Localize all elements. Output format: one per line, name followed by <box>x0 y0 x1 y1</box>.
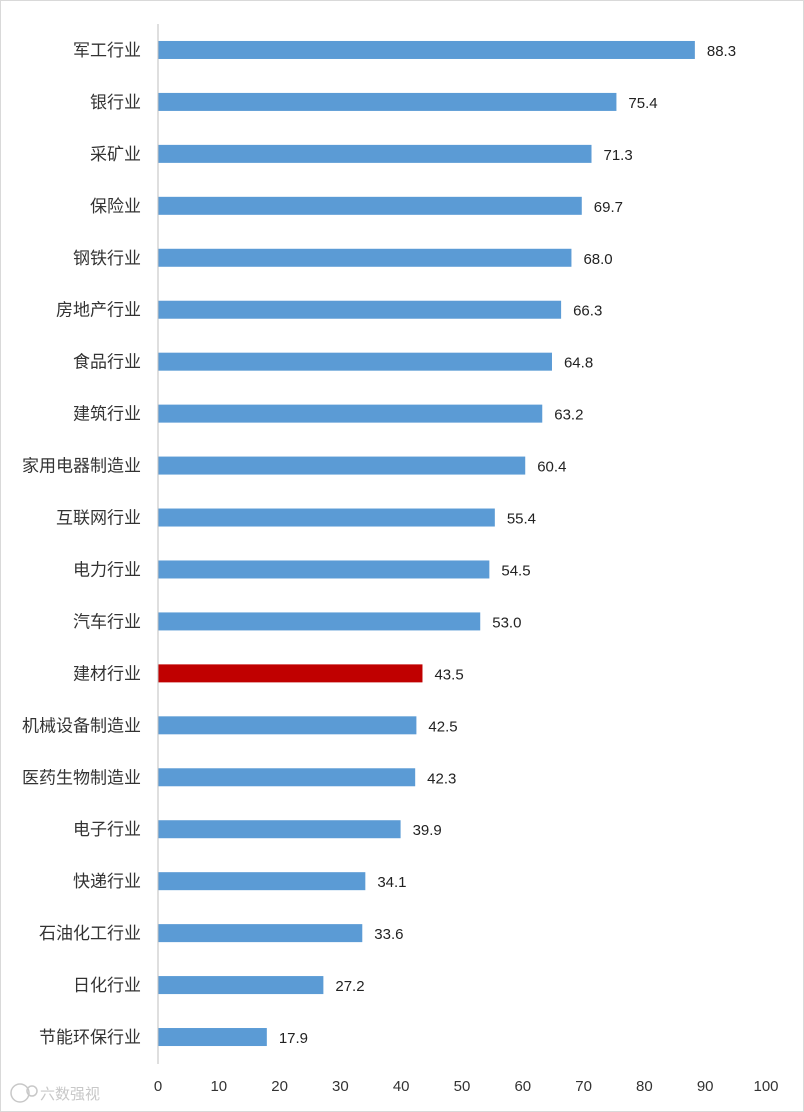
bar <box>158 820 401 839</box>
bar <box>158 508 495 527</box>
bar <box>158 196 582 215</box>
value-label: 42.3 <box>427 770 456 787</box>
value-label: 53.0 <box>492 614 521 631</box>
bar <box>158 248 572 267</box>
value-label: 88.3 <box>707 43 736 60</box>
value-label: 34.1 <box>377 874 406 891</box>
x-tick-label: 90 <box>697 1078 714 1095</box>
category-labels: 军工行业银行业采矿业保险业钢铁行业房地产行业食品行业建筑行业家用电器制造业互联网… <box>22 41 141 1048</box>
bar <box>158 404 543 423</box>
category-label: 快递行业 <box>73 872 141 892</box>
category-label: 保险业 <box>90 197 141 217</box>
bar <box>158 456 526 475</box>
logo-icon <box>10 1083 38 1103</box>
category-label: 医药生物制造业 <box>22 768 141 788</box>
category-label: 家用电器制造业 <box>22 457 141 477</box>
x-tick-label: 30 <box>332 1078 349 1095</box>
value-label: 39.9 <box>413 822 442 839</box>
bar <box>158 924 363 943</box>
category-label: 节能环保行业 <box>39 1028 141 1048</box>
value-label: 55.4 <box>507 511 536 528</box>
value-label: 71.3 <box>604 147 633 164</box>
value-label: 63.2 <box>554 407 583 424</box>
value-label: 60.4 <box>537 459 566 476</box>
category-label: 电子行业 <box>73 820 141 840</box>
value-label: 42.5 <box>428 718 457 735</box>
category-label: 汽车行业 <box>73 612 141 632</box>
value-label: 64.8 <box>564 355 593 372</box>
x-tick-label: 80 <box>636 1078 653 1095</box>
category-label: 采矿业 <box>90 145 141 165</box>
bar <box>158 352 552 371</box>
x-tick-label: 70 <box>575 1078 592 1095</box>
category-label: 建材行业 <box>73 664 141 684</box>
bar <box>158 976 324 995</box>
value-label: 27.2 <box>335 978 364 995</box>
x-tick-label: 100 <box>753 1078 778 1095</box>
bar <box>158 716 417 735</box>
value-label: 66.3 <box>573 303 602 320</box>
bar <box>158 560 490 579</box>
bar <box>158 664 423 683</box>
category-label: 建筑行业 <box>73 405 141 425</box>
x-tick-label: 50 <box>454 1078 471 1095</box>
bars-group <box>158 40 695 1047</box>
category-label: 军工行业 <box>73 41 141 61</box>
category-label: 食品行业 <box>73 353 141 373</box>
x-tick-label: 40 <box>393 1078 410 1095</box>
bar <box>158 612 481 631</box>
value-label: 43.5 <box>434 666 463 683</box>
value-labels: 88.3 75.4 71.3 69.7 68.0 66.3 64.8 63.2 60.4 55.4… <box>279 43 736 1047</box>
category-label: 房地产行业 <box>56 301 141 321</box>
bar <box>158 40 695 59</box>
category-label: 钢铁行业 <box>73 249 141 269</box>
value-label: 33.6 <box>374 926 403 943</box>
category-label: 银行业 <box>90 93 141 113</box>
category-label: 日化行业 <box>73 976 141 996</box>
category-label: 机械设备制造业 <box>22 716 141 736</box>
category-label: 互联网行业 <box>56 509 141 529</box>
value-label: 54.5 <box>501 562 530 579</box>
bar <box>158 92 617 111</box>
bar <box>158 300 562 319</box>
x-tick-label: 0 <box>154 1078 162 1095</box>
x-tick-label: 10 <box>210 1078 227 1095</box>
x-tick-label: 20 <box>271 1078 288 1095</box>
bar <box>158 1028 267 1047</box>
watermark: 六数强视 <box>10 1083 100 1103</box>
x-axis-ticks: 0 10 20 30 40 50 60 70 80 90 100 <box>154 1078 779 1095</box>
bar <box>158 768 416 787</box>
bar <box>158 872 366 891</box>
value-label: 69.7 <box>594 199 623 216</box>
value-label: 75.4 <box>628 95 657 112</box>
value-label: 17.9 <box>279 1030 308 1047</box>
x-tick-label: 60 <box>514 1078 531 1095</box>
value-label: 68.0 <box>583 251 612 268</box>
bar <box>158 144 592 163</box>
category-label: 电力行业 <box>73 560 141 580</box>
category-label: 石油化工行业 <box>39 924 141 944</box>
watermark-text: 六数强视 <box>40 1085 100 1103</box>
